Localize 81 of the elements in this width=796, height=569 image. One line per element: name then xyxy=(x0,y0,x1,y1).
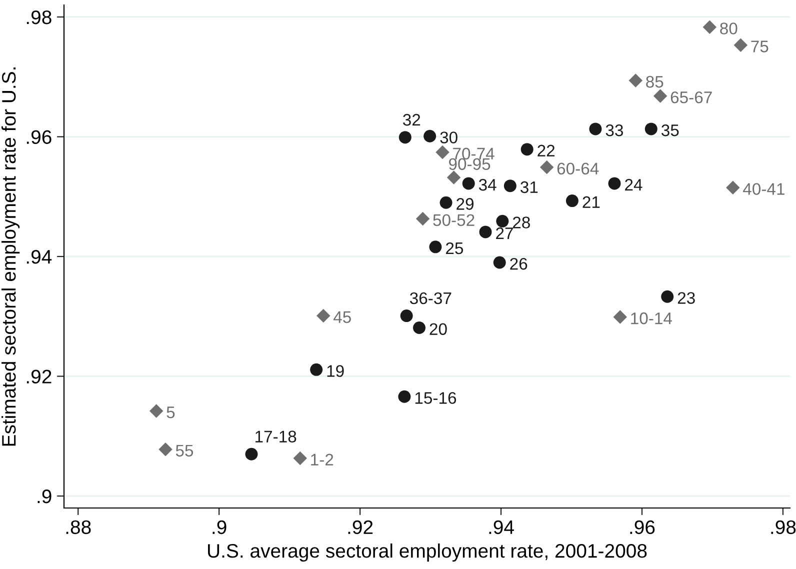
y-axis-title: Estimated sectoral employment rate for U.S. xyxy=(1,68,20,446)
point xyxy=(446,170,461,184)
annotation: 20 xyxy=(430,323,447,336)
point xyxy=(734,38,748,52)
annotation: 34 xyxy=(478,178,496,191)
annotation: 35 xyxy=(662,124,679,136)
point xyxy=(245,448,258,460)
point xyxy=(416,212,430,226)
point xyxy=(726,180,740,195)
annotation: 36-37 xyxy=(410,292,452,304)
annotation: 22 xyxy=(538,144,555,156)
annotation: 75 xyxy=(751,40,768,52)
point xyxy=(429,240,442,254)
point xyxy=(462,177,475,190)
annotation: 25 xyxy=(446,242,464,254)
point xyxy=(566,194,578,208)
point xyxy=(310,363,323,376)
point xyxy=(504,180,516,192)
point xyxy=(613,310,628,324)
annotation: 5 xyxy=(166,406,175,418)
annotation: 23 xyxy=(678,292,695,304)
annotation: 85 xyxy=(646,76,664,88)
y-tick-label: .96 xyxy=(26,130,52,144)
x-tick-label: .92 xyxy=(348,520,373,534)
annotation: 21 xyxy=(582,196,600,208)
x-tick-label: .98 xyxy=(771,520,796,534)
point xyxy=(589,122,602,136)
point xyxy=(412,322,426,334)
point xyxy=(540,160,554,174)
y-tick-label: .9 xyxy=(38,489,52,504)
point xyxy=(293,451,307,466)
annotation: 60-64 xyxy=(557,162,599,175)
point xyxy=(628,74,643,88)
annotation: 90-95 xyxy=(449,158,490,170)
x-tick-label: .96 xyxy=(630,520,655,534)
point xyxy=(661,290,674,303)
point xyxy=(436,145,450,160)
point xyxy=(702,20,717,34)
point xyxy=(608,177,621,190)
point xyxy=(158,442,172,456)
annotation: 65-67 xyxy=(670,91,712,104)
x-tick-label: .88 xyxy=(66,520,91,534)
point xyxy=(398,390,411,403)
point xyxy=(644,122,658,136)
x-tick-label: .94 xyxy=(489,520,514,534)
point xyxy=(440,196,452,209)
annotation: 70-74 xyxy=(453,148,494,160)
annotation: 32 xyxy=(403,114,420,126)
annotation: 17-18 xyxy=(256,430,296,442)
point xyxy=(398,131,412,144)
point xyxy=(653,89,668,103)
annotation: 15-16 xyxy=(415,392,456,404)
annotation: 27 xyxy=(496,227,513,240)
annotation: 29 xyxy=(456,198,474,210)
annotation: 31 xyxy=(520,181,538,194)
point xyxy=(479,226,492,238)
annotation: 50-52 xyxy=(433,214,474,226)
annotation: 40-41 xyxy=(743,183,784,195)
point xyxy=(400,310,413,322)
annotation: 1-2 xyxy=(311,454,334,466)
annotation: 55 xyxy=(176,444,194,457)
point xyxy=(493,256,506,269)
point xyxy=(316,308,330,323)
point xyxy=(424,130,436,142)
annotation: 33 xyxy=(606,124,623,136)
x-axis-title: U.S. average sectoral employment rate, 2001-2008 xyxy=(208,543,647,562)
annotation: 28 xyxy=(512,216,530,228)
y-tick-label: .94 xyxy=(26,250,52,264)
x-tick-label: .9 xyxy=(212,520,226,534)
annotation: 80 xyxy=(720,22,738,34)
y-tick-label: .98 xyxy=(26,10,52,24)
point xyxy=(496,214,509,228)
point xyxy=(149,404,164,418)
annotation: 26 xyxy=(510,258,528,270)
annotation: 19 xyxy=(327,365,344,377)
point xyxy=(520,143,534,156)
annotation: 10-14 xyxy=(631,312,672,324)
annotation: 24 xyxy=(625,178,642,191)
annotation: 30 xyxy=(440,132,458,144)
y-tick-label: .92 xyxy=(26,370,52,384)
annotation: 45 xyxy=(333,311,351,324)
